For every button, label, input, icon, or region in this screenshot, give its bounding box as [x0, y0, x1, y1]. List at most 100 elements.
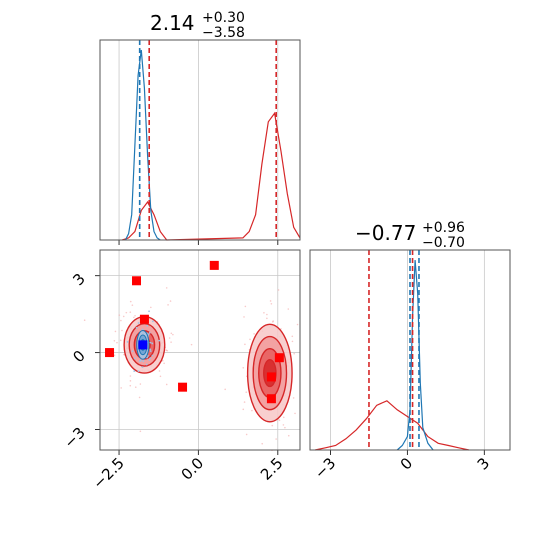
sample-point-red: [253, 333, 255, 335]
truth-marker: [105, 348, 115, 358]
sample-point-red: [190, 343, 193, 346]
sample-point-blue: [149, 357, 152, 360]
sample-point-blue: [126, 341, 129, 343]
histogram-blue-param-2: [396, 259, 434, 451]
histogram-red-param-2: [314, 400, 470, 451]
sample-point-blue: [149, 350, 152, 353]
sample-point-red: [159, 375, 162, 378]
sample-point-red: [291, 335, 294, 338]
mean-marker: [138, 340, 148, 350]
sample-point-red: [119, 339, 122, 342]
title-param-1-upper: +0.30: [202, 10, 245, 26]
x-tick-label: 0.0: [178, 454, 208, 484]
sample-point-red: [291, 340, 294, 343]
sample-point-red: [120, 319, 122, 322]
sample-point-red: [125, 311, 128, 314]
sample-point-red: [172, 333, 174, 336]
sample-point-blue: [146, 324, 149, 327]
truth-marker: [209, 260, 219, 270]
sample-point-red: [242, 366, 245, 369]
truth-marker: [266, 394, 276, 404]
panel-frame: [309, 249, 511, 451]
sample-point-red: [278, 419, 281, 422]
sample-point-red: [287, 308, 290, 310]
marginal-panel-param-1: [99, 39, 301, 245]
sample-point-red: [294, 412, 296, 415]
sample-point-red: [271, 321, 274, 323]
truth-marker: [139, 314, 149, 324]
title-param-1: 2.14 +0.30 −3.58: [150, 10, 245, 41]
truth-marker: [274, 353, 284, 363]
sample-point-red: [287, 434, 290, 437]
x-tick-label: −2.5: [89, 454, 127, 492]
sample-point-blue: [142, 360, 145, 363]
sample-point-red: [243, 401, 246, 403]
sample-point-red: [296, 323, 299, 326]
sample-point-red: [134, 386, 137, 388]
sample-point-red: [118, 314, 121, 316]
sample-point-red: [161, 359, 164, 362]
sample-point-blue: [133, 357, 136, 360]
sample-point-red: [165, 383, 168, 386]
sample-point-blue: [141, 328, 144, 331]
sample-point-red: [131, 304, 134, 306]
sample-point-blue: [137, 370, 140, 372]
sample-point-blue: [137, 322, 140, 324]
title-param-2: −0.77 +0.96 −0.70: [355, 220, 465, 251]
sample-point-red: [284, 426, 286, 429]
sample-point-red: [245, 391, 248, 393]
sample-point-red: [158, 370, 161, 372]
sample-point-red: [138, 396, 141, 399]
title-param-1-value: 2.14: [150, 11, 195, 35]
sample-point-blue: [147, 355, 149, 357]
histogram-red-param-1: [122, 111, 301, 241]
sample-point-blue: [140, 359, 142, 362]
sample-point-blue: [147, 333, 150, 336]
x-tick-label: 3: [474, 454, 493, 473]
sample-point-red: [275, 438, 277, 440]
sample-point-red: [166, 349, 169, 352]
sample-point-red: [251, 409, 253, 412]
sample-point-red: [114, 330, 117, 333]
sample-point-blue: [148, 331, 151, 334]
sample-point-blue: [148, 359, 151, 361]
sample-point-red: [271, 424, 274, 427]
sample-point-red: [129, 375, 132, 377]
sample-point-blue: [145, 363, 148, 366]
sample-point-blue: [151, 354, 154, 357]
x-tick-label: 0: [397, 454, 416, 473]
y-tick-label: 3: [69, 270, 88, 289]
sample-point-red: [83, 319, 86, 322]
sample-point-red: [266, 313, 268, 316]
y-tick-label: 0: [69, 347, 88, 366]
sample-point-red: [266, 317, 268, 320]
sample-point-red: [165, 287, 168, 289]
sample-point-red: [120, 387, 122, 389]
sample-point-red: [134, 314, 136, 317]
sample-point-blue: [158, 339, 161, 342]
sample-point-blue: [141, 366, 144, 369]
truth-marker: [178, 382, 188, 392]
title-param-2-value: −0.77: [355, 221, 416, 245]
truth-marker: [266, 372, 276, 382]
sample-point-red: [261, 442, 264, 445]
sample-point-red: [170, 341, 172, 343]
sample-point-red: [163, 362, 165, 365]
sample-point-red: [129, 380, 132, 382]
sample-point-red: [113, 354, 116, 357]
sample-point-red: [167, 304, 169, 306]
sample-point-red: [243, 316, 245, 318]
sample-point-blue: [151, 342, 154, 345]
sample-point-red: [244, 343, 246, 346]
sample-point-red: [270, 302, 273, 305]
sample-point-red: [129, 300, 132, 303]
sample-point-blue: [149, 348, 152, 351]
sample-point-red: [133, 316, 135, 319]
sample-point-blue: [148, 310, 150, 313]
sample-point-red: [113, 339, 116, 342]
sample-point-blue: [131, 350, 134, 353]
sample-point-red: [168, 337, 171, 339]
marginal-panel-param-2: −3 0 3: [309, 249, 511, 482]
x-tick-label: −3: [311, 454, 339, 482]
sample-point-red: [282, 424, 285, 426]
